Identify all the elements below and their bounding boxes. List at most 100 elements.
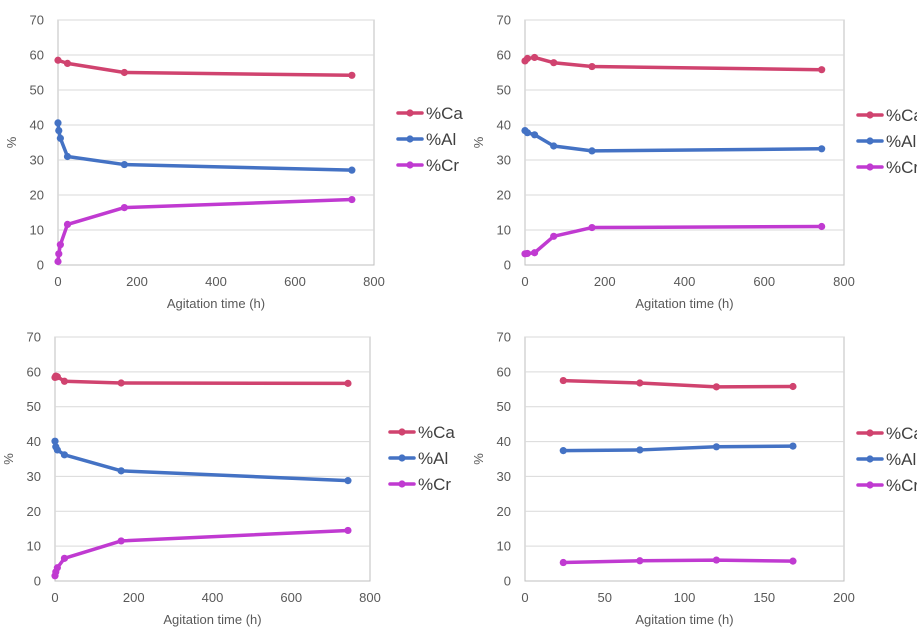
legend-marker-al — [866, 137, 874, 145]
data-point-al — [818, 145, 826, 153]
data-point-cr — [120, 204, 128, 212]
chart-panel-bottom-right: 0 10 20 30 40 50 60 70 0 50 100 150 200 Agitation tim… — [471, 330, 917, 628]
data-point-ca — [712, 383, 720, 391]
data-point-al — [55, 127, 63, 135]
data-point-al — [348, 166, 356, 174]
x-tick-label: 200 — [123, 590, 145, 605]
y-tick-label: 70 — [497, 330, 511, 345]
y-tick-label: 30 — [27, 469, 41, 484]
legend-label-al: %Al — [886, 132, 916, 151]
y-tick-label: 50 — [497, 399, 511, 414]
y-axis-title: % — [4, 136, 19, 148]
y-tick-label: 10 — [497, 539, 511, 554]
y-axis-title: % — [1, 453, 16, 465]
data-point-al — [588, 147, 596, 155]
chart-panel-bottom-left: 0 10 20 30 40 50 60 70 0 200 400 600 800 Agitation ti… — [1, 330, 455, 628]
series-line-ca — [523, 55, 824, 72]
data-point-al — [523, 129, 531, 137]
series-line-cr — [523, 224, 824, 256]
y-tick-label: 20 — [497, 188, 511, 203]
legend-label-ca: %Ca — [426, 104, 463, 123]
data-point-al — [712, 443, 720, 451]
x-tick-label: 200 — [833, 590, 855, 605]
data-point-al — [789, 442, 797, 450]
legend-label-al: %Al — [886, 450, 916, 469]
data-point-cr — [789, 557, 797, 565]
series-line-ca — [561, 378, 795, 389]
data-point-cr — [55, 250, 63, 258]
y-tick-label: 30 — [497, 153, 511, 168]
data-point-ca — [523, 54, 531, 63]
plot-area — [57, 19, 375, 266]
x-tick-label: 50 — [598, 590, 612, 605]
y-tick-label: 50 — [30, 83, 44, 98]
data-point-ca — [550, 59, 558, 67]
x-axis-title: Agitation time (h) — [635, 296, 733, 311]
data-point-al — [53, 446, 61, 454]
x-tick-label: 150 — [753, 590, 775, 605]
y-tick-label: 40 — [497, 118, 511, 133]
x-axis-title: Agitation time (h) — [163, 612, 261, 627]
data-point-ca — [789, 382, 797, 391]
y-tick-label: 10 — [497, 223, 511, 238]
data-point-al — [530, 131, 539, 139]
legend-marker-cr — [406, 161, 414, 169]
data-point-cr — [60, 554, 69, 562]
y-tick-label: 0 — [34, 574, 41, 589]
y-tick-label: 40 — [27, 434, 41, 449]
x-axis-title: Agitation time (h) — [167, 296, 265, 311]
data-point-cr — [712, 556, 720, 564]
plot-area — [524, 336, 845, 582]
data-point-ca — [344, 379, 352, 387]
legend-marker-al — [398, 454, 406, 462]
data-point-cr — [63, 220, 72, 228]
legend-label-ca: %Ca — [886, 106, 917, 125]
y-tick-label: 10 — [27, 539, 41, 554]
y-tick-label: 0 — [504, 258, 511, 273]
data-point-ca — [636, 379, 644, 387]
data-point-cr — [559, 558, 567, 567]
chart-panel-top-right: 0 10 20 30 40 50 60 70 0 200 400 600 800 Agitation ti… — [471, 13, 917, 312]
series-line-cr — [53, 528, 350, 578]
legend-label-ca: %Ca — [886, 424, 917, 443]
y-tick-label: 40 — [497, 434, 511, 449]
y-tick-label: 70 — [497, 13, 511, 28]
data-point-al — [636, 446, 644, 454]
legend-marker-ca — [866, 429, 874, 437]
data-point-cr — [56, 241, 64, 249]
x-tick-label: 800 — [359, 590, 381, 605]
series-line-ca — [56, 58, 354, 78]
data-point-cr — [344, 526, 352, 535]
x-tick-label: 200 — [126, 274, 148, 289]
data-point-ca — [588, 62, 596, 71]
data-point-al — [54, 119, 62, 127]
data-point-ca — [818, 66, 826, 74]
data-point-cr — [54, 257, 62, 266]
x-tick-label: 0 — [521, 590, 528, 605]
series-line-cr — [56, 197, 354, 264]
data-point-al — [63, 152, 72, 161]
data-point-ca — [117, 379, 125, 387]
x-tick-label: 100 — [674, 590, 696, 605]
legend-marker-ca — [398, 428, 406, 436]
data-point-al — [344, 477, 352, 485]
y-tick-label: 0 — [37, 258, 44, 273]
y-tick-label: 60 — [27, 364, 41, 379]
x-tick-label: 800 — [363, 274, 385, 289]
y-tick-label: 0 — [504, 574, 511, 589]
x-tick-label: 0 — [54, 274, 61, 289]
chart-panel-top-left: 0 10 20 30 40 50 60 70 0 200 400 600 800 Agitation ti… — [4, 13, 463, 312]
y-axis-title: % — [471, 453, 486, 465]
legend-label-cr: %Cr — [886, 158, 917, 177]
legend-label-ca: %Ca — [418, 423, 455, 442]
y-tick-label: 50 — [27, 399, 41, 414]
x-tick-label: 400 — [202, 590, 224, 605]
data-point-cr — [530, 249, 539, 257]
y-tick-label: 30 — [30, 153, 44, 168]
data-point-cr — [523, 249, 531, 258]
y-tick-label: 30 — [497, 469, 511, 484]
data-point-al — [550, 142, 558, 150]
data-point-ca — [120, 68, 128, 77]
legend-marker-ca — [406, 109, 414, 117]
